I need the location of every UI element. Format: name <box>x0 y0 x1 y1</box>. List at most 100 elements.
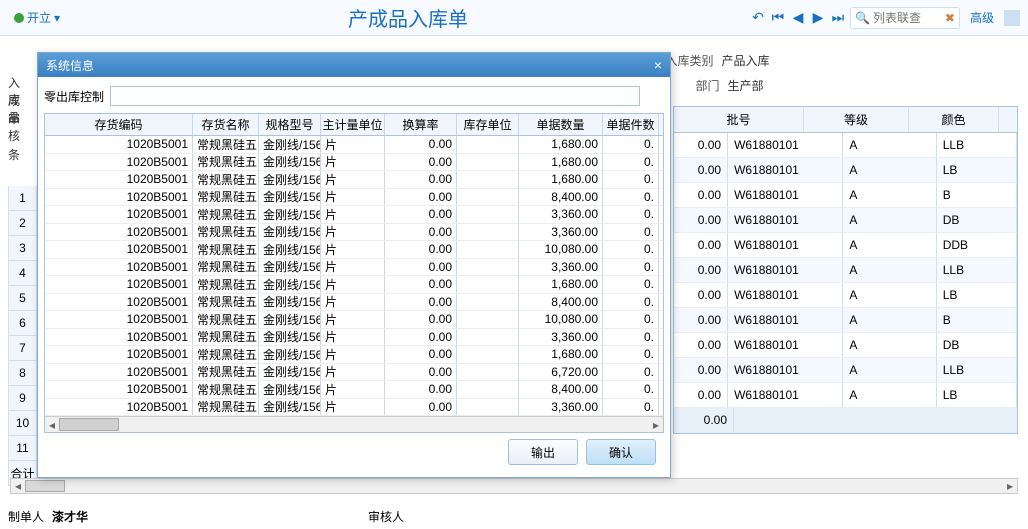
row-number[interactable]: 8 <box>9 361 37 385</box>
left-label: 成品 <box>8 92 23 110</box>
cell: 0. <box>603 364 659 381</box>
open-status[interactable]: 开立 ▾ <box>8 5 66 30</box>
modal-col-header[interactable]: 库存单位 <box>457 114 519 135</box>
bg-table-row[interactable]: 0.00W61880101ADDB <box>674 233 1017 258</box>
cell: A <box>843 258 936 282</box>
bg-col-header[interactable]: 颜色 <box>909 107 999 132</box>
row-number[interactable]: 6 <box>9 311 37 335</box>
bg-table-row[interactable]: 0.00W61880101ADB <box>674 333 1017 358</box>
scroll-right-icon[interactable]: ▸ <box>1003 479 1017 493</box>
row-number[interactable]: 11 <box>9 436 37 460</box>
cell: 常规黑硅五 <box>193 189 259 206</box>
cell: 1020B5001 <box>45 311 193 328</box>
undo-icon[interactable]: ↶ <box>750 10 766 26</box>
modal-table-row[interactable]: 1020B5001常规黑硅五金刚线/156.片0.006,720.000. <box>45 364 663 382</box>
modal-col-header[interactable]: 单据数量 <box>519 114 603 135</box>
modal-hscroll[interactable]: ◂ ▸ <box>45 416 663 432</box>
dept-label: 部门 <box>667 77 719 94</box>
cell <box>457 171 519 188</box>
modal-table-row[interactable]: 1020B5001常规黑硅五金刚线/156.片0.003,360.000. <box>45 206 663 224</box>
grid-view-icon[interactable] <box>1004 10 1020 26</box>
modal-table-row[interactable]: 1020B5001常规黑硅五金刚线/156.片0.008,400.000. <box>45 189 663 207</box>
modal-table-row[interactable]: 1020B5001常规黑硅五金刚线/156.片0.0010,080.000. <box>45 241 663 259</box>
clear-icon[interactable]: ✖ <box>945 11 955 25</box>
scroll-left-icon[interactable]: ◂ <box>11 479 25 493</box>
modal-table-row[interactable]: 1020B5001常规黑硅五金刚线/156.片0.0010,080.000. <box>45 311 663 329</box>
bg-table-row[interactable]: 0.00W61880101ALB <box>674 158 1017 183</box>
bg-table-row[interactable]: 0.00W61880101ALLB <box>674 258 1017 283</box>
nav-first-icon[interactable]: ⏮ <box>770 10 786 26</box>
row-number[interactable]: 4 <box>9 261 37 285</box>
cell: W61880101 <box>728 208 843 232</box>
cell: 1020B5001 <box>45 346 193 363</box>
modal-table-row[interactable]: 1020B5001常规黑硅五金刚线/156.片0.003,360.000. <box>45 399 663 417</box>
cell <box>457 206 519 223</box>
advanced-link[interactable]: 高级 <box>970 9 994 26</box>
modal-col-header[interactable]: 单据件数 <box>603 114 659 135</box>
cell: 金刚线/156. <box>259 189 321 206</box>
cell: 1020B5001 <box>45 294 193 311</box>
cell: 0.00 <box>674 308 728 332</box>
nav-last-icon[interactable]: ⏭ <box>830 10 846 26</box>
cell: W61880101 <box>728 283 843 307</box>
cell: 金刚线/156. <box>259 329 321 346</box>
cell: 0. <box>603 346 659 363</box>
export-button[interactable]: 输出 <box>508 439 578 465</box>
row-number[interactable]: 9 <box>9 386 37 410</box>
modal-table-row[interactable]: 1020B5001常规黑硅五金刚线/156.片0.008,400.000. <box>45 381 663 399</box>
modal-titlebar[interactable]: 系统信息 × <box>38 53 670 77</box>
cell: 金刚线/156. <box>259 154 321 171</box>
row-number[interactable]: 10 <box>9 411 37 435</box>
cell: 片 <box>321 276 385 293</box>
scroll-left-icon[interactable]: ◂ <box>45 417 59 432</box>
bg-col-header[interactable]: 批号 <box>674 107 804 132</box>
modal-table-row[interactable]: 1020B5001常规黑硅五金刚线/156.片0.003,360.000. <box>45 259 663 277</box>
cell <box>457 276 519 293</box>
scroll-thumb[interactable] <box>59 418 119 431</box>
modal-col-header[interactable]: 存货编码 <box>45 114 193 135</box>
bg-table-row[interactable]: 0.00W61880101ALLB <box>674 133 1017 158</box>
nav-prev-icon[interactable]: ◀ <box>790 10 806 26</box>
modal-table-row[interactable]: 1020B5001常规黑硅五金刚线/156.片0.003,360.000. <box>45 224 663 242</box>
cell: 1020B5001 <box>45 206 193 223</box>
confirm-button[interactable]: 确认 <box>586 439 656 465</box>
row-number[interactable]: 3 <box>9 236 37 260</box>
modal-table-row[interactable]: 1020B5001常规黑硅五金刚线/156.片0.001,680.000. <box>45 276 663 294</box>
modal-table-row[interactable]: 1020B5001常规黑硅五金刚线/156.片0.001,680.000. <box>45 346 663 364</box>
modal-table-row[interactable]: 1020B5001常规黑硅五金刚线/156.片0.001,680.000. <box>45 171 663 189</box>
cell: DB <box>937 333 1017 357</box>
modal-col-header[interactable]: 存货名称 <box>193 114 259 135</box>
row-number[interactable]: 7 <box>9 336 37 360</box>
bg-table-header: 批号等级颜色 <box>674 107 1017 133</box>
cell: 0. <box>603 259 659 276</box>
row-number[interactable]: 5 <box>9 286 37 310</box>
scroll-thumb[interactable] <box>25 480 65 492</box>
bg-table-row[interactable]: 0.00W61880101AB <box>674 308 1017 333</box>
bg-col-header[interactable]: 等级 <box>804 107 909 132</box>
modal-col-header[interactable]: 规格型号 <box>259 114 321 135</box>
cell: 常规黑硅五 <box>193 206 259 223</box>
modal-col-header[interactable]: 换算率 <box>385 114 457 135</box>
modal-table-row[interactable]: 1020B5001常规黑硅五金刚线/156.片0.001,680.000. <box>45 154 663 172</box>
cell <box>457 189 519 206</box>
modal-table-row[interactable]: 1020B5001常规黑硅五金刚线/156.片0.003,360.000. <box>45 329 663 347</box>
toolbar: 开立 ▾ 产成品入库单 ↶ ⏮ ◀ ▶ ⏭ 🔍 ✖ 高级 <box>0 0 1028 36</box>
scroll-right-icon[interactable]: ▸ <box>649 417 663 432</box>
status-dot-icon <box>14 13 24 23</box>
modal-col-header[interactable]: 主计量单位 <box>321 114 385 135</box>
modal-table-row[interactable]: 1020B5001常规黑硅五金刚线/156.片0.008,400.000. <box>45 294 663 312</box>
main-hscroll[interactable]: ◂ ▸ <box>10 478 1018 494</box>
row-number[interactable]: 2 <box>9 211 37 235</box>
close-icon[interactable]: × <box>654 57 662 73</box>
row-number[interactable]: 1 <box>9 186 37 210</box>
bg-table-row[interactable]: 0.00W61880101ALLB <box>674 358 1017 383</box>
bg-table-row[interactable]: 0.00W61880101ADB <box>674 208 1017 233</box>
bg-table-row[interactable]: 0.00W61880101ALB <box>674 283 1017 308</box>
nav-next-icon[interactable]: ▶ <box>810 10 826 26</box>
modal-table-row[interactable]: 1020B5001常规黑硅五金刚线/156.片0.001,680.000. <box>45 136 663 154</box>
bg-table-row[interactable]: 0.00W61880101ALB <box>674 383 1017 408</box>
control-input[interactable] <box>110 86 640 106</box>
cell <box>457 311 519 328</box>
cell: A <box>843 358 936 382</box>
bg-table-row[interactable]: 0.00W61880101AB <box>674 183 1017 208</box>
